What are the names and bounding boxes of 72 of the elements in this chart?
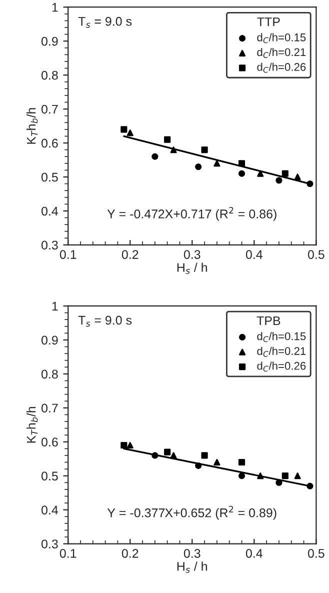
x-axis-title: H$_{s}$ / h [177,262,207,274]
x-tick-label: 0.1 [60,250,76,259]
y-axis-title: K$_{T}$h$_{b}$/h [26,108,38,144]
y-tick-label: 0.8 [41,370,58,379]
x-axis-title: H$_{s}$ / h [177,562,207,573]
y-axis-title: K$_{T}$h$_{b}$/h [26,406,38,443]
point [195,163,202,170]
legend-label: d$_{C}$/h=0.15 [257,33,306,44]
point [201,146,208,154]
x-tick-label: 0.5 [308,250,324,259]
legend-label: d$_{C}$/h=0.21 [257,48,306,58]
point [238,472,246,480]
x-tick-label: 0.2 [122,250,138,259]
point [238,160,246,167]
point [164,136,171,143]
annotation: Y = -0.472X+0.717 (R$^{2}$ = 0.86) [107,206,276,221]
y-tick-label: 0.9 [41,36,58,46]
point [238,458,246,466]
y-tick-label: 0.3 [41,240,58,250]
point [120,126,128,133]
point [170,146,177,154]
y-tick-label: 0.8 [41,70,58,80]
x-tick-label: 0.4 [246,250,262,259]
y-tick-label: 1 [52,302,58,311]
legend-label: d$_{C}$/h=0.15 [257,332,306,342]
point [201,452,208,459]
point [306,482,314,490]
legend-title: TPB [256,316,280,326]
x-tick-label: 0.1 [60,548,76,558]
point [276,177,282,184]
point [214,160,220,167]
annotation: T$_{s}$ = 9.0 s [78,316,132,327]
point [152,153,158,160]
x-tick-label: 0.3 [184,548,200,558]
point [306,180,314,188]
y-tick-label: 0.5 [41,472,58,480]
annotation: T$_{s}$ = 9.0 s [78,16,132,28]
y-tick-label: 0.5 [41,172,58,182]
x-tick-label: 0.2 [122,548,138,558]
point [282,170,288,177]
point [152,452,158,459]
point [214,458,220,466]
y-tick-label: 0.6 [41,438,58,447]
point [257,170,264,177]
y-tick-label: 0.6 [41,138,58,148]
legend-label: d$_{C}$/h=0.26 [257,362,306,372]
point [282,472,288,480]
y-tick-label: 0.4 [41,206,58,216]
point [164,448,171,456]
x-tick-label: 0.4 [246,548,262,558]
y-tick-label: 0.3 [41,540,58,548]
legend-label: d$_{C}$/h=0.26 [257,62,306,73]
point [257,472,264,480]
x-tick-label: 0.5 [308,548,324,558]
point [170,452,177,459]
point [195,462,202,469]
legend-label: d$_{C}$/h=0.21 [257,346,306,357]
point [126,442,134,449]
point [126,130,134,136]
point [294,472,301,480]
y-tick-label: 1 [52,3,58,12]
point [120,442,128,449]
point [238,170,246,177]
y-tick-label: 0.9 [41,336,58,345]
y-tick-label: 0.7 [41,104,58,114]
annotation: Y = -0.377X+0.652 (R$^{2}$ = 0.89) [107,506,276,520]
point [294,174,301,180]
y-tick-label: 0.4 [41,506,58,514]
point [276,479,282,486]
y-tick-label: 0.7 [41,404,58,413]
legend-title: TTP [257,18,280,26]
x-tick-label: 0.3 [184,250,200,259]
